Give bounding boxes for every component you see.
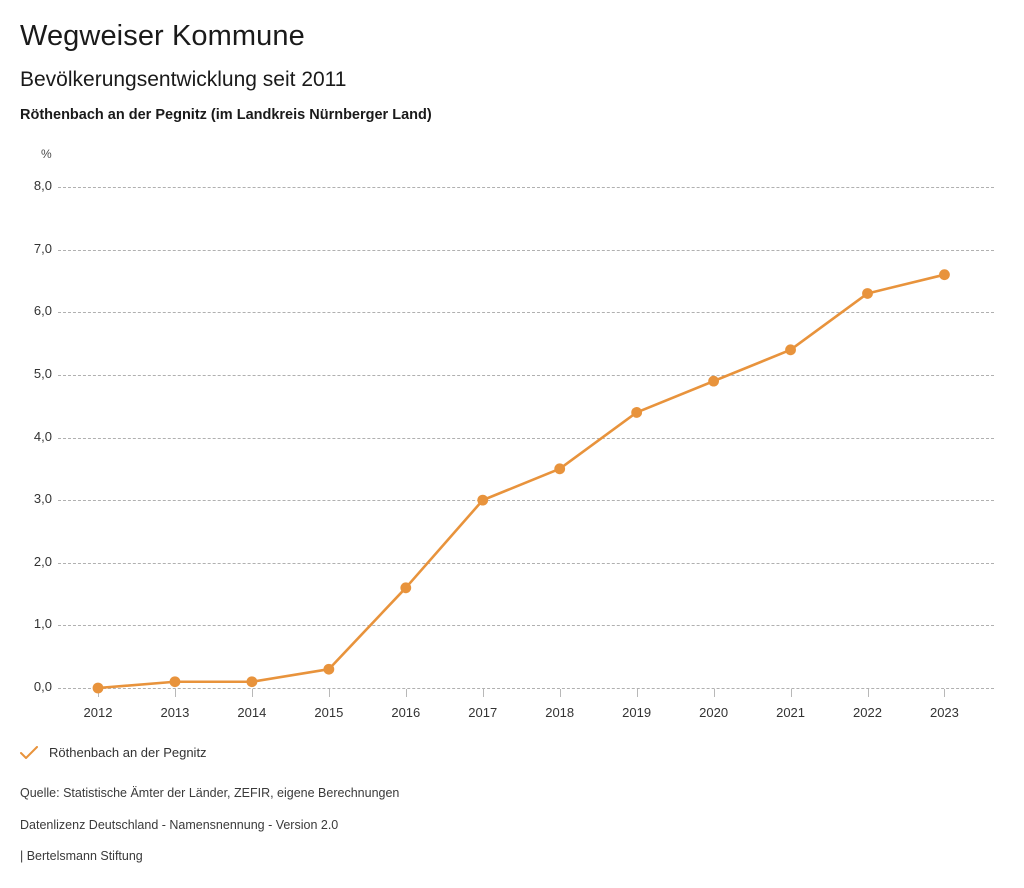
y-axis-unit-label: % bbox=[41, 147, 52, 161]
publisher-note: | Bertelsmann Stiftung bbox=[20, 849, 143, 863]
x-axis-tick-mark bbox=[713, 689, 715, 697]
data-point-marker[interactable] bbox=[554, 463, 566, 475]
gridline bbox=[58, 625, 994, 627]
gridline bbox=[58, 562, 994, 564]
series-line bbox=[96, 273, 946, 690]
x-axis-tick-mark bbox=[174, 689, 176, 697]
gridline bbox=[58, 437, 994, 439]
x-axis-tick-mark bbox=[867, 689, 869, 697]
legend-item-label: Röthenbach an der Pegnitz bbox=[49, 745, 207, 760]
source-note: Quelle: Statistische Ämter der Länder, Z… bbox=[20, 786, 400, 800]
x-axis-tick-label: 2019 bbox=[622, 705, 652, 720]
gridline bbox=[58, 500, 994, 502]
license-note: Datenlizenz Deutschland - Namensnennung … bbox=[20, 818, 339, 832]
data-point-marker[interactable] bbox=[323, 663, 335, 675]
x-axis-tick-label: 2022 bbox=[853, 705, 882, 720]
gridline bbox=[58, 187, 994, 188]
y-axis-tick-label: 3,0 bbox=[33, 491, 52, 507]
y-axis-tick-label: 6,0 bbox=[33, 303, 52, 319]
region-label: Röthenbach an der Pegnitz (im Landkreis … bbox=[20, 107, 432, 123]
y-axis-tick-label: 7,0 bbox=[33, 240, 52, 256]
y-axis-tick-label: 2,0 bbox=[33, 553, 52, 569]
x-axis-tick-label: 2023 bbox=[929, 705, 959, 720]
data-point-marker[interactable] bbox=[246, 676, 258, 688]
x-axis-tick-label: 2020 bbox=[699, 705, 729, 720]
x-axis-tick-mark bbox=[944, 689, 946, 697]
data-point-marker[interactable] bbox=[785, 344, 796, 356]
x-axis-tick-mark bbox=[251, 689, 253, 697]
y-axis-tick-label: 5,0 bbox=[33, 365, 52, 381]
gridline bbox=[58, 312, 994, 314]
data-point-marker[interactable] bbox=[477, 494, 489, 506]
x-axis-tick-label: 2014 bbox=[237, 705, 267, 720]
check-icon[interactable] bbox=[20, 745, 38, 760]
y-axis-tick-label: 0,0 bbox=[33, 679, 52, 694]
data-point-marker[interactable] bbox=[631, 407, 643, 418]
data-point-marker[interactable] bbox=[862, 288, 873, 299]
x-axis-tick-label: 2012 bbox=[83, 705, 113, 720]
x-axis-tick-label: 2021 bbox=[776, 705, 806, 720]
x-axis-tick-label: 2017 bbox=[468, 705, 498, 720]
data-point-marker[interactable] bbox=[92, 682, 104, 694]
page-title: Wegweiser Kommune bbox=[20, 20, 305, 52]
x-axis-tick-label: 2013 bbox=[160, 705, 190, 720]
gridline bbox=[58, 249, 994, 251]
y-axis-tick-label: 1,0 bbox=[33, 616, 52, 632]
x-axis-tick-label: 2018 bbox=[545, 705, 575, 720]
data-point-marker[interactable] bbox=[400, 582, 412, 594]
chart-legend[interactable]: Röthenbach an der Pegnitz bbox=[20, 745, 207, 760]
data-point-marker[interactable] bbox=[169, 676, 181, 688]
data-point-marker[interactable] bbox=[939, 269, 950, 281]
x-axis-tick-mark bbox=[790, 689, 792, 697]
data-point-marker[interactable] bbox=[708, 375, 719, 387]
x-axis-tick-mark bbox=[559, 689, 561, 697]
x-axis-tick-label: 2016 bbox=[391, 705, 421, 720]
y-axis-tick-label: 8,0 bbox=[33, 178, 52, 193]
x-axis-tick-mark bbox=[405, 689, 407, 697]
page-subtitle: Bevölkerungsentwicklung seit 2011 bbox=[20, 68, 347, 91]
y-axis-tick-label: 4,0 bbox=[33, 428, 52, 444]
x-axis-tick-mark bbox=[328, 689, 330, 697]
gridline bbox=[58, 688, 994, 689]
x-axis-tick-label: 2015 bbox=[314, 705, 344, 720]
x-axis-tick-mark bbox=[482, 689, 484, 697]
x-axis-tick-mark bbox=[636, 689, 638, 697]
gridline bbox=[58, 374, 994, 376]
